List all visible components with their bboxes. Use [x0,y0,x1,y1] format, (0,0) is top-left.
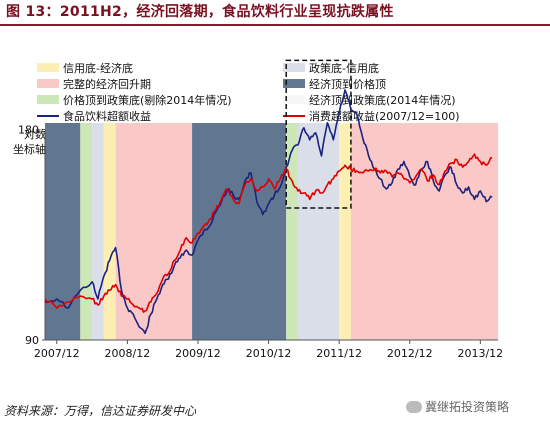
figure-title: 图 13：2011H2，经济回落期，食品饮料行业呈现抗跌属性 [6,4,394,20]
watermark: 冀继拓投资策略 [406,398,509,415]
band-1 [80,55,93,340]
legend-background [45,55,498,123]
legend-label-0: 信用底-经济底 [63,61,133,75]
series-lines [44,89,493,335]
legend-swatch-2 [37,79,59,88]
legend-swatch-5 [283,95,305,104]
legend-swatch-0 [37,63,59,72]
x-tick-label-0: 2007/12 [34,347,80,360]
title-divider [0,24,550,26]
y-axis-label-line-2: 坐标轴 [13,142,46,156]
source-note: 资料来源：万得，信达证券研发中心 [4,404,197,418]
band-8 [339,55,351,340]
band-3 [103,55,116,340]
y-axis-label: 对数坐标轴 [13,127,46,156]
series-line-1 [44,153,493,313]
y-tick-label-0: 90 [25,334,39,347]
legend-label-1: 政策底-信用底 [309,61,379,75]
x-tick-label-3: 2010/12 [246,347,292,360]
x-tick-label-4: 2011/12 [316,347,362,360]
wechat-icon [406,400,422,413]
x-tick-label-1: 2008/12 [105,347,151,360]
band-2 [92,55,104,340]
legend-label-5: 经济顶到政策底(2014年情况) [309,93,456,107]
y-axis-label-line-1: 对数 [24,127,46,141]
legend-label-4: 价格顶到政策底(剔除2014年情况) [63,93,232,107]
axes: 90 180 2007/12 2008/12 2009/12 2010/12 2011/12… [13,123,503,360]
watermark-text: 冀继拓投资策略 [425,400,510,414]
highlight-box [285,59,352,209]
y-tick-label-1: 180 [18,123,39,136]
x-tick-label-6: 2013/12 [457,347,503,360]
x-tick-label-2: 2009/12 [175,347,221,360]
legend-label-2: 完整的经济回升期 [63,77,151,91]
legend-label-6: 食品饮料超额收益 [63,109,151,123]
band-6 [286,55,298,340]
legend-swatch-4 [37,95,59,104]
legend-swatch-1 [283,63,305,72]
legend-swatch-3 [283,79,305,88]
legend-label-3: 经济顶到价格顶 [309,77,386,91]
highlight-box-group [285,59,352,209]
legend-label-7: 消费超额收益(2007/12=100) [309,109,460,123]
x-tick-label-5: 2012/12 [387,347,433,360]
